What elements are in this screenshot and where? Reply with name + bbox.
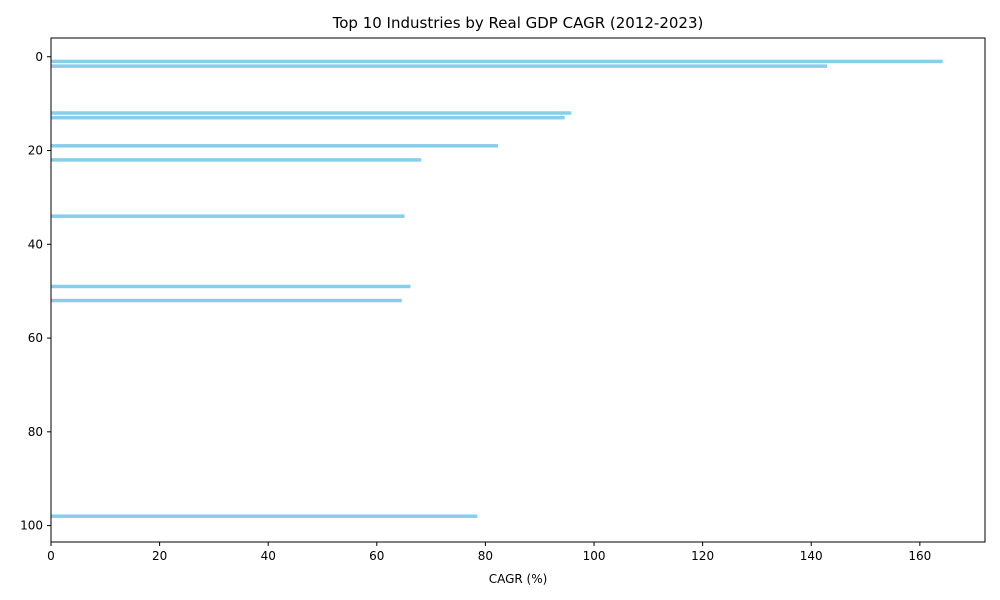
bar-1 (51, 59, 943, 64)
x-tick-label: 120 (691, 549, 714, 563)
y-axis: 0 20 40 60 80 100 (20, 50, 51, 533)
x-tick-label: 20 (152, 549, 167, 563)
bar-5 (51, 144, 498, 148)
x-axis-label: CAGR (%) (489, 572, 548, 586)
x-tick-label: 40 (261, 549, 276, 563)
x-axis: 0 20 40 60 80 100 120 140 160 (47, 542, 931, 563)
x-tick-label: 100 (583, 549, 606, 563)
x-tick-label: 0 (47, 549, 55, 563)
plot-frame (50, 37, 986, 543)
y-tick-label: 60 (28, 331, 43, 345)
x-tick-label: 80 (478, 549, 493, 563)
bar-6 (51, 158, 422, 162)
bar-10 (51, 514, 478, 518)
bar-group (51, 59, 943, 518)
x-tick-label: 140 (800, 549, 823, 563)
bar-7 (51, 214, 405, 218)
y-tick-label: 100 (20, 519, 43, 533)
chart-title: Top 10 Industries by Real GDP CAGR (2012… (332, 14, 704, 32)
x-tick-label: 160 (908, 549, 931, 563)
y-tick-label: 0 (35, 50, 43, 64)
bar-3 (51, 111, 572, 115)
bar-4 (51, 115, 565, 120)
y-tick-label: 80 (28, 425, 43, 439)
y-tick-label: 20 (28, 144, 43, 158)
bar-2 (51, 64, 827, 68)
x-tick-label: 60 (369, 549, 384, 563)
y-tick-label: 40 (28, 237, 43, 251)
bar-9 (51, 298, 402, 303)
bar-8 (51, 284, 411, 289)
